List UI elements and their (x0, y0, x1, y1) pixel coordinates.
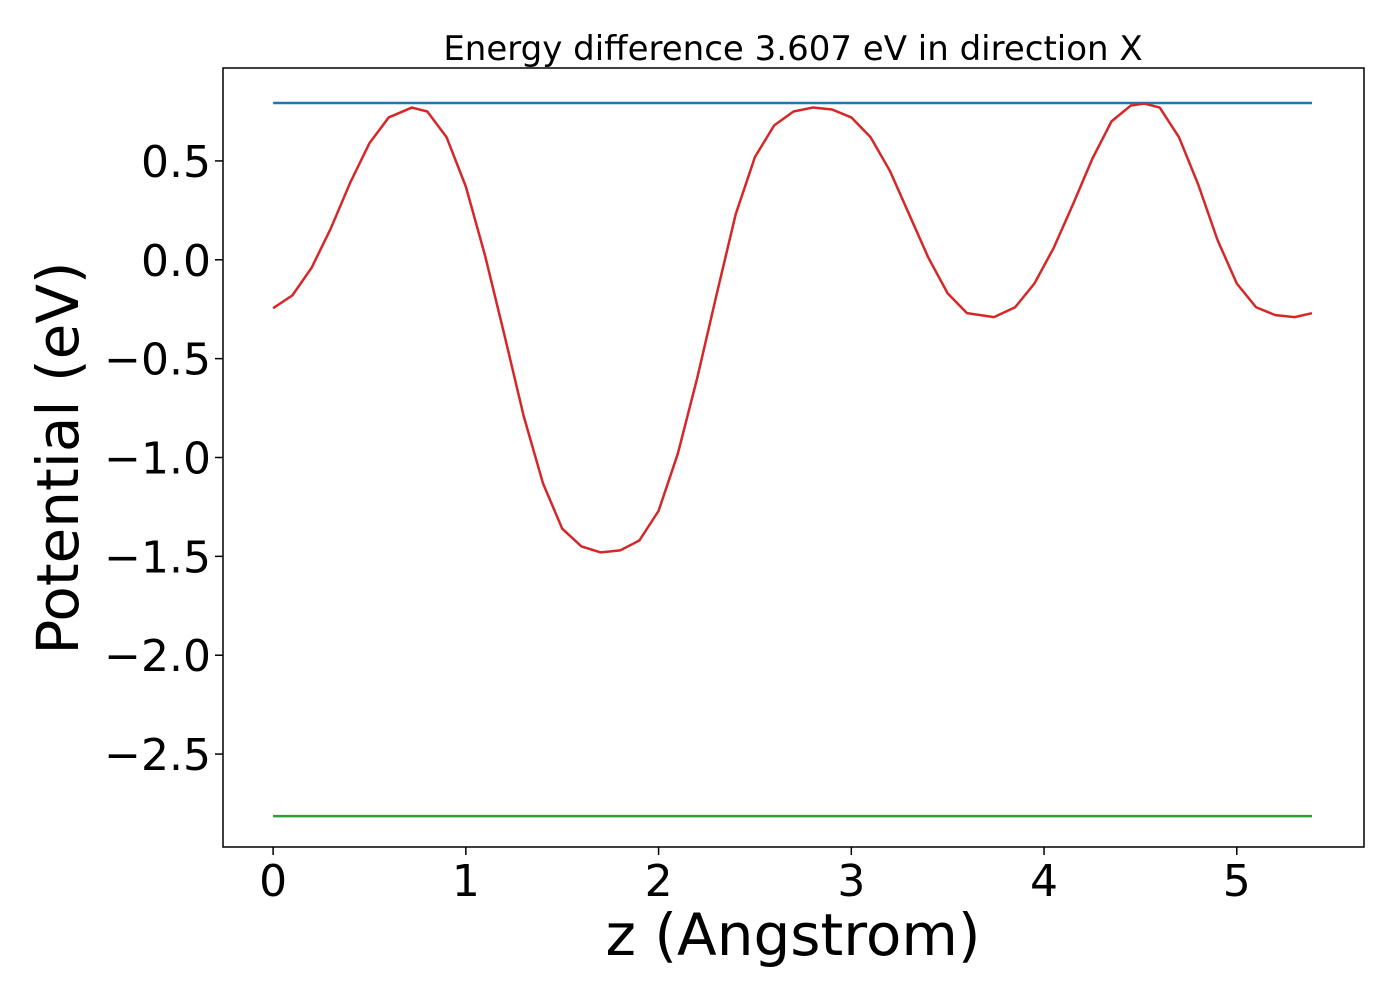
x-tick-label: 2 (645, 856, 673, 907)
x-tick-label: 4 (1030, 856, 1058, 907)
y-axis-label: Potential (eV) (24, 261, 92, 654)
plot-area (222, 67, 1365, 848)
y-tick-label: 0.5 (141, 137, 211, 188)
y-axis-ticks: 0.5 0.0 −0.5 −1.0 −1.5 −2.0 −2.5 (104, 137, 223, 781)
y-tick-label: −1.0 (104, 434, 211, 485)
series-layer (272, 101, 1313, 818)
y-tick-label: −0.5 (104, 335, 211, 386)
y-tick-label: −2.5 (104, 730, 211, 781)
series-line-3 (272, 102, 1313, 554)
x-tick-label: 1 (452, 856, 480, 907)
x-axis-label: z (Angstrom) (606, 901, 981, 969)
x-tick-label: 5 (1223, 856, 1251, 907)
x-axis-ticks: 0 1 2 3 4 5 (259, 847, 1251, 907)
x-tick-label: 3 (837, 856, 865, 907)
y-tick-label: 0.0 (141, 236, 211, 287)
x-tick-label: 0 (259, 856, 287, 907)
chart-title: Energy difference 3.607 eV in direction … (443, 29, 1142, 69)
y-tick-label: −1.5 (104, 532, 211, 583)
y-tick-label: −2.0 (104, 631, 211, 682)
